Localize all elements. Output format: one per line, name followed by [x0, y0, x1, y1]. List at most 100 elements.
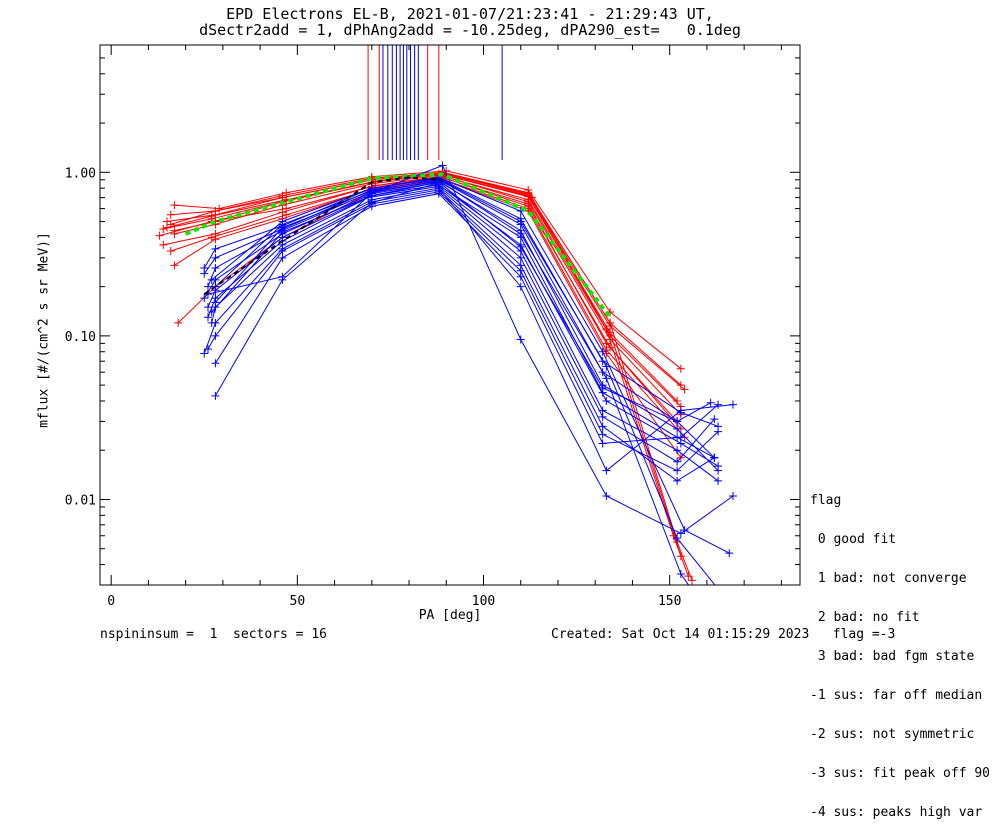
data-point: [203, 303, 212, 312]
data-point: [676, 570, 685, 579]
data-point: [211, 331, 220, 340]
data-point: [200, 349, 209, 358]
data-point: [200, 294, 209, 303]
data-point: [211, 206, 220, 215]
legend-item: 1 bad: not converge: [810, 571, 967, 586]
data-point: [524, 192, 533, 201]
data-point: [598, 422, 607, 431]
data-point: [211, 235, 220, 244]
data-point: [676, 552, 685, 561]
data-point: [602, 374, 611, 383]
data-point: [676, 364, 685, 373]
data-point: [680, 526, 689, 535]
data-point: [170, 201, 179, 210]
series-line-0: [174, 170, 682, 370]
data-point: [211, 391, 220, 400]
legend-item: -3 sus: fit peak off 90: [810, 766, 991, 781]
series-line-24: [207, 164, 734, 534]
data-point: [722, 594, 730, 602]
data-point: [710, 415, 719, 424]
data-point: [278, 228, 287, 237]
data-point: [673, 424, 682, 433]
data-point: [174, 318, 183, 327]
data-point: [714, 462, 723, 471]
data-point: [673, 534, 682, 543]
y-tick-label: 1.00: [65, 166, 96, 181]
data-point: [516, 335, 525, 344]
legend-item: -2 sus: not symmetric: [810, 727, 975, 742]
data-point: [673, 466, 682, 475]
x-tick-label: 0: [107, 594, 115, 609]
data-point: [207, 233, 216, 242]
data-point: [598, 347, 607, 356]
data-point: [688, 586, 696, 594]
chart-title-line1: EPD Electrons EL-B, 2021-01-07/21:23:41 …: [226, 5, 714, 23]
data-point: [673, 446, 682, 455]
plot-area: [155, 45, 737, 602]
legend-item: 3 bad: bad fgm state: [810, 649, 975, 664]
x-axis-label: PA [deg]: [419, 608, 482, 623]
data-point: [211, 253, 220, 262]
data-point: [676, 529, 685, 538]
data-point: [714, 427, 723, 436]
series-line-30: [203, 176, 443, 295]
data-point: [598, 430, 607, 439]
legend-item: 2 bad: no fit: [810, 610, 920, 625]
data-point: [438, 161, 447, 170]
data-point: [367, 191, 376, 200]
data-point: [516, 282, 525, 291]
footer-left: nspininsum = 1 sectors = 16: [100, 627, 327, 642]
data-point: [211, 359, 220, 368]
data-point: [278, 247, 287, 256]
series-line-22: [214, 193, 719, 444]
data-point: [166, 247, 175, 256]
data-point: [211, 318, 220, 327]
legend-title: flag: [810, 493, 842, 508]
data-point: [159, 240, 168, 249]
data-point: [606, 318, 615, 327]
data-point: [676, 381, 685, 390]
x-tick-label: 50: [290, 594, 306, 609]
data-point: [688, 576, 697, 585]
data-point: [676, 406, 685, 415]
y-tick-label: 0.01: [65, 493, 96, 508]
data-point: [203, 313, 212, 322]
data-point: [200, 269, 209, 278]
data-point: [684, 572, 693, 581]
data-point: [211, 298, 220, 307]
data-point: [278, 253, 287, 262]
series-line-27: [215, 180, 690, 585]
data-point: [602, 466, 611, 475]
data-point: [170, 261, 179, 270]
data-point: [673, 476, 682, 485]
data-point: [155, 231, 164, 240]
flag-legend: flag 0 good fit 1 bad: not converge 2 ba…: [810, 468, 990, 832]
data-point: [714, 476, 723, 485]
series-line-2: [166, 173, 685, 390]
data-point: [203, 282, 212, 291]
axes: 0 50 100 150 0.01 0.10 1.00: [65, 44, 800, 609]
data-point: [598, 412, 607, 421]
data-point: [598, 439, 607, 448]
series-line-28: [211, 181, 711, 422]
series-line-6: [163, 176, 678, 422]
data-point: [602, 362, 611, 371]
data-point: [710, 453, 719, 462]
data-point: [516, 242, 525, 251]
chart-title-line2: dSectr2add = 1, dPhAng2add = -10.25deg, …: [199, 21, 741, 39]
data-point: [673, 417, 682, 426]
data-point: [211, 244, 220, 253]
x-tick-label: 100: [472, 594, 495, 609]
data-point: [516, 253, 525, 262]
data-point: [725, 549, 734, 558]
data-point: [166, 210, 175, 219]
data-point: [159, 225, 168, 234]
data-point: [673, 396, 682, 405]
data-point: [211, 263, 220, 272]
data-point: [170, 226, 179, 235]
data-point: [516, 229, 525, 238]
data-point: [673, 457, 682, 466]
data-point: [680, 385, 689, 394]
data-point: [676, 433, 685, 442]
data-point: [207, 307, 216, 316]
